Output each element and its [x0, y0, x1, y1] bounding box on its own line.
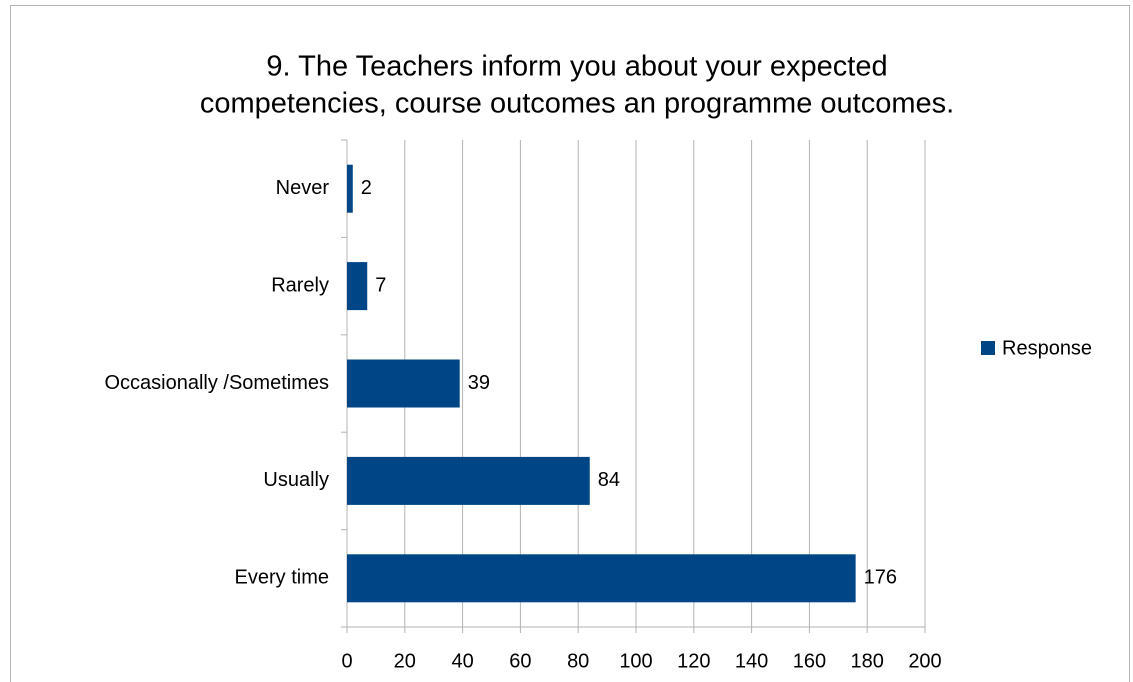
y-tick-label: Occasionally /Sometimes: [104, 372, 329, 394]
x-tick-label: 160: [793, 650, 826, 672]
chart-title: 9. The Teachers inform you about your ex…: [266, 51, 887, 83]
bar: [347, 262, 368, 311]
data-label: 84: [598, 469, 620, 491]
data-label: 7: [375, 274, 386, 296]
x-tick-label: 60: [509, 650, 531, 672]
y-tick-label: Rarely: [271, 274, 329, 296]
x-tick-label: 200: [908, 650, 941, 672]
data-label: 39: [468, 372, 490, 394]
bar: [347, 456, 590, 505]
legend-swatch: [981, 341, 995, 355]
data-label: 2: [361, 177, 372, 199]
x-tick-label: 20: [394, 650, 416, 672]
legend-label: Response: [1002, 337, 1092, 359]
y-tick-label: Every time: [235, 567, 329, 589]
x-tick-label: 80: [567, 650, 589, 672]
x-tick-label: 100: [619, 650, 652, 672]
bar: [347, 359, 460, 408]
x-tick-label: 0: [341, 650, 352, 672]
y-tick-label: Usually: [263, 469, 329, 491]
bar: [347, 164, 353, 213]
x-tick-label: 40: [451, 650, 473, 672]
chart-title: competencies, course outcomes an program…: [200, 88, 954, 120]
x-tick-label: 120: [677, 650, 710, 672]
bar: [347, 554, 856, 603]
y-tick-label: Never: [276, 177, 330, 199]
data-label: 176: [864, 567, 897, 589]
x-tick-label: 180: [851, 650, 884, 672]
x-tick-label: 140: [735, 650, 768, 672]
